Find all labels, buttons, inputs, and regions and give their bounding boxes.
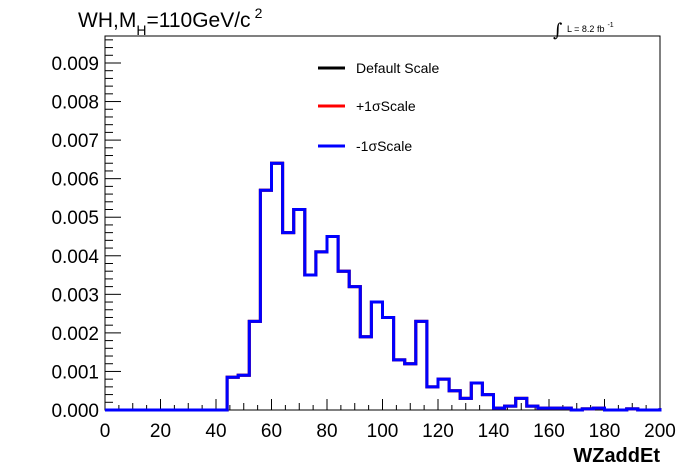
- legend-label-plus: +1σScale: [356, 98, 416, 114]
- y-tick-label: 0.008: [51, 93, 99, 114]
- x-tick-label: 80: [316, 421, 337, 442]
- x-axis-label: WZaddEt: [573, 445, 660, 467]
- x-tick-label: 200: [644, 421, 676, 442]
- y-tick-label: 0.005: [51, 208, 99, 229]
- title-rest: =110GeV/c: [146, 9, 250, 32]
- x-tick-label: 0: [100, 421, 111, 442]
- y-tick-label: 0.006: [51, 170, 99, 191]
- x-tick-label: 180: [589, 421, 621, 442]
- y-tick-label: 0.003: [51, 285, 99, 306]
- chart-title: WH,MH=110GeV/c 2: [78, 5, 263, 38]
- plot-frame: [104, 35, 661, 411]
- luminosity-label: L = 8.2 fb -1: [567, 22, 614, 34]
- y-tick-label: 0.009: [51, 54, 99, 75]
- x-tick-label: 40: [205, 421, 226, 442]
- x-axis: 0 20 40 60 80 100 120 140 160 180 200: [100, 399, 676, 442]
- y-axis: 0.000 0.001 0.002 0.003 0.004 0.005 0.006 0.007…: [51, 39, 121, 422]
- x-tick-label: 60: [261, 421, 282, 442]
- x-tick-label: 100: [367, 421, 399, 442]
- x-tick-label: 120: [422, 421, 454, 442]
- series-minus-sigma: [105, 161, 662, 412]
- legend-label-minus: -1σScale: [356, 138, 412, 154]
- y-tick-label: 0.007: [51, 131, 99, 152]
- title-superscript: 2: [255, 5, 263, 21]
- luminosity-superscript: -1: [607, 22, 613, 29]
- title-main: WH,M: [78, 9, 136, 32]
- series-default-scale: [105, 161, 662, 412]
- luminosity-text: L = 8.2 fb: [567, 24, 604, 34]
- x-tick-label: 20: [150, 421, 171, 442]
- y-tick-label: 0.004: [51, 247, 99, 268]
- x-tick-label: 140: [478, 421, 510, 442]
- legend-label-default: Default Scale: [356, 60, 439, 76]
- y-tick-label: 0.000: [51, 401, 99, 422]
- y-tick-label: 0.002: [51, 324, 99, 345]
- series-layer: [105, 161, 662, 412]
- x-tick-label: 160: [533, 421, 565, 442]
- title-subscript: H: [136, 22, 146, 38]
- y-tick-label: 0.001: [51, 362, 99, 383]
- legend: Default Scale +1σScale -1σScale: [318, 60, 439, 154]
- series-plus-sigma: [105, 161, 662, 412]
- luminosity-integral: ∫: [553, 20, 563, 41]
